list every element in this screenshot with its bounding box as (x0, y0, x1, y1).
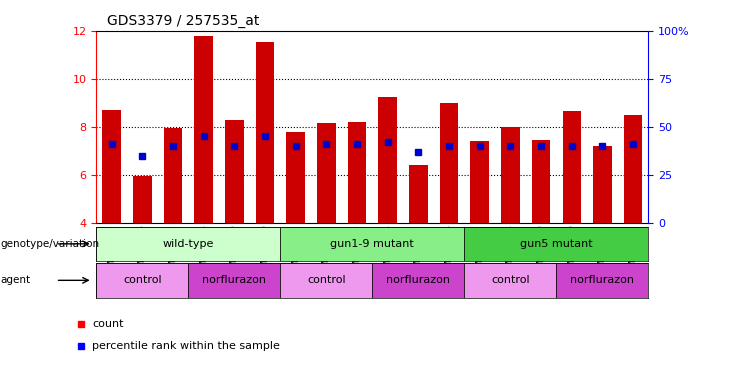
Bar (465, 263, 556, 298)
Bar (188, 263, 280, 298)
Bar (556, 263, 648, 298)
Text: agent: agent (1, 275, 31, 285)
Bar (471, 141, 489, 223)
Text: control: control (491, 275, 530, 285)
Bar (164, 128, 182, 223)
Bar (317, 123, 336, 223)
Text: percentile rank within the sample: percentile rank within the sample (92, 341, 280, 351)
Bar (465, 227, 648, 261)
Bar (194, 36, 213, 223)
Text: wild-type: wild-type (163, 239, 214, 249)
Bar (624, 115, 642, 223)
Bar (287, 131, 305, 223)
Text: norflurazon: norflurazon (386, 275, 451, 285)
Bar (409, 165, 428, 223)
Text: control: control (123, 275, 162, 285)
Bar (102, 110, 121, 223)
Bar (96, 263, 188, 298)
Text: control: control (307, 275, 345, 285)
Bar (532, 140, 551, 223)
Bar (280, 263, 372, 298)
Bar (562, 111, 581, 223)
Text: norflurazon: norflurazon (202, 275, 266, 285)
Bar (379, 97, 397, 223)
Text: gun1-9 mutant: gun1-9 mutant (330, 239, 414, 249)
Text: gun5 mutant: gun5 mutant (520, 239, 593, 249)
Bar (440, 103, 458, 223)
Bar (96, 227, 280, 261)
Bar (501, 127, 519, 223)
Text: count: count (92, 319, 124, 329)
Bar (133, 176, 151, 223)
Bar (593, 146, 611, 223)
Text: norflurazon: norflurazon (571, 275, 634, 285)
Bar (225, 119, 244, 223)
Bar (372, 263, 465, 298)
Bar (256, 41, 274, 223)
Bar (348, 122, 366, 223)
Text: GDS3379 / 257535_at: GDS3379 / 257535_at (107, 14, 260, 28)
Text: genotype/variation: genotype/variation (1, 239, 100, 249)
Bar (280, 227, 465, 261)
